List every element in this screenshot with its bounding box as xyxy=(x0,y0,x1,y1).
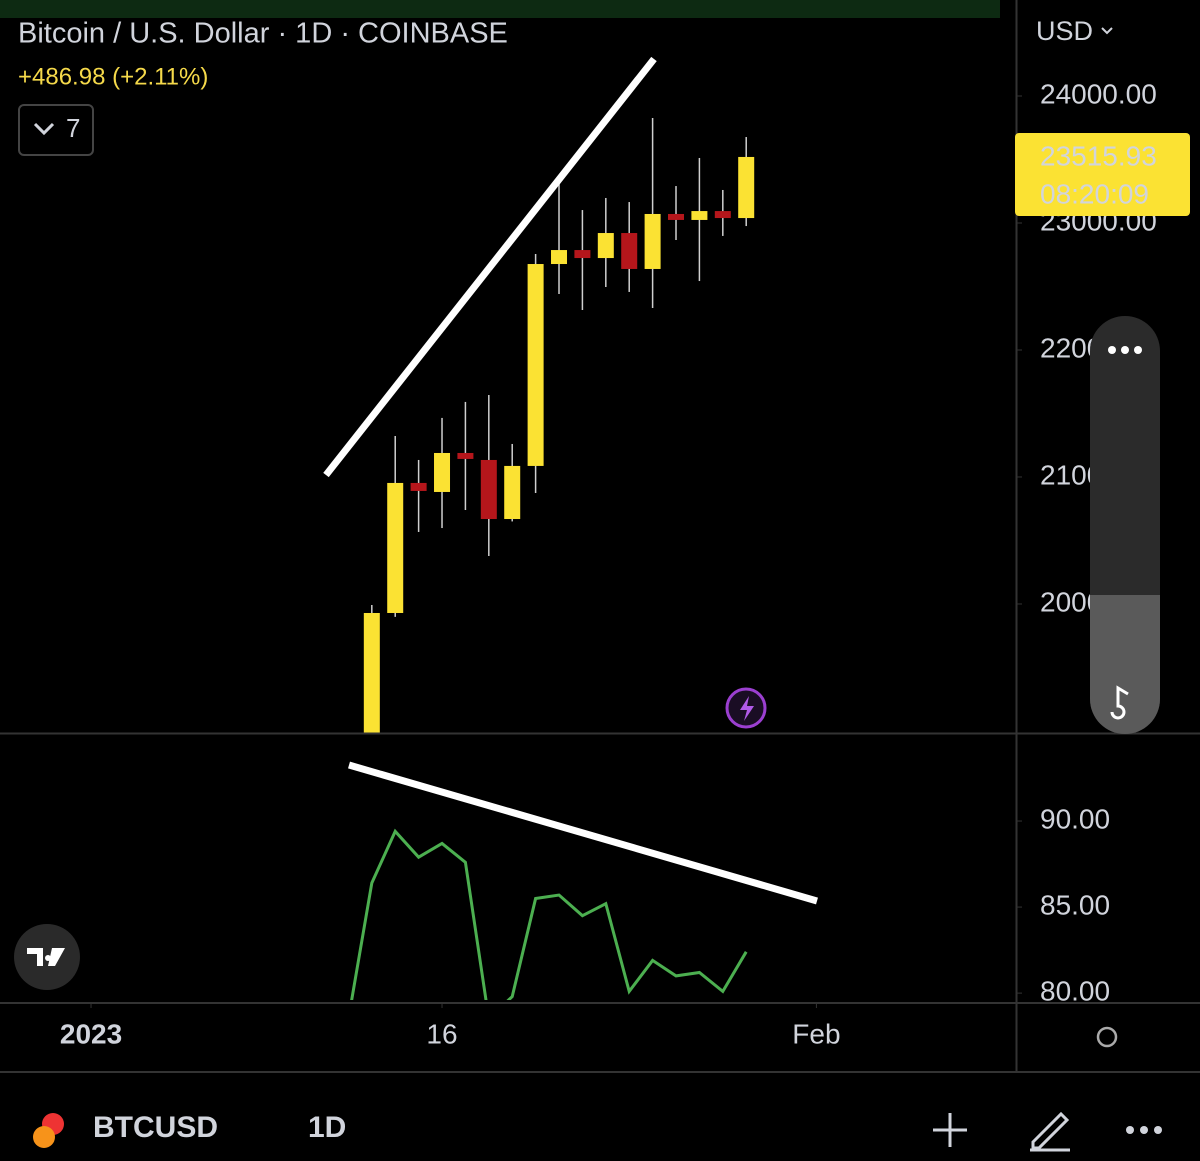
currency-chevron xyxy=(1101,27,1113,35)
floating-panel[interactable] xyxy=(1090,316,1160,734)
candle-body xyxy=(410,482,427,491)
dot xyxy=(1108,346,1116,354)
dot xyxy=(1140,1126,1148,1134)
candle-body xyxy=(527,264,544,466)
symbol[interactable]: BTCUSD xyxy=(93,1111,218,1144)
y-tick-label: 80.00 xyxy=(1040,976,1110,1007)
sound-icon xyxy=(1110,685,1129,720)
trend-line[interactable] xyxy=(348,761,818,905)
candle-body xyxy=(691,211,708,220)
y-tick-label: 90.00 xyxy=(1040,803,1110,834)
x-tick-label: Feb xyxy=(792,1018,840,1049)
candle-body xyxy=(551,250,568,265)
y-tick-label: 24000.00 xyxy=(1040,78,1157,109)
candle-body xyxy=(738,156,755,219)
price-change: +486.98 (+2.11%) xyxy=(18,63,208,90)
indicator-pane xyxy=(350,828,748,1000)
trend-line[interactable] xyxy=(323,56,657,478)
candle-body xyxy=(597,233,614,259)
dot xyxy=(1134,346,1142,354)
settings-icon[interactable] xyxy=(1096,1026,1118,1048)
x-tick-label: 2023 xyxy=(60,1018,122,1049)
candle-body xyxy=(363,612,380,733)
last-price-badge: 23515.93 08:20:09 xyxy=(1015,133,1190,216)
countdown: 08:20:09 xyxy=(1040,178,1149,209)
candle-body xyxy=(457,452,474,459)
candle-body xyxy=(387,482,404,613)
indicators-toggle[interactable] xyxy=(18,104,94,156)
indicator-line xyxy=(350,828,748,1000)
candle-body xyxy=(714,211,731,219)
y-tick-label: 85.00 xyxy=(1040,889,1110,920)
draw-button[interactable] xyxy=(1030,1111,1070,1152)
indicators-count: 7 xyxy=(66,113,80,143)
chart-title: Bitcoin / U.S. Dollar · 1D · COINBASE xyxy=(18,18,508,50)
badge-bg xyxy=(1015,133,1190,216)
last-price: 23515.93 xyxy=(1040,140,1157,171)
dot xyxy=(1121,346,1129,354)
add-button[interactable] xyxy=(933,1113,967,1147)
tv-logo-dot xyxy=(45,955,51,961)
candle-body xyxy=(480,459,497,520)
candle-body xyxy=(668,213,685,220)
x-tick-label: 16 xyxy=(426,1018,457,1049)
panel-lower xyxy=(1090,595,1160,734)
candle-body xyxy=(621,233,638,269)
more-button[interactable] xyxy=(1126,1126,1162,1134)
lightning-icon xyxy=(740,696,754,721)
candle-body xyxy=(434,452,451,492)
btc-icon xyxy=(33,1126,55,1148)
currency-label[interactable]: USD xyxy=(1036,16,1093,46)
candle-body xyxy=(504,465,521,520)
price-pane xyxy=(363,117,755,733)
dot xyxy=(1126,1126,1134,1134)
tv-logo-mark xyxy=(27,948,65,966)
interval[interactable]: 1D xyxy=(308,1111,346,1144)
chevron-icon xyxy=(33,122,55,136)
dot xyxy=(1154,1126,1162,1134)
candle-body xyxy=(644,213,661,269)
candle-body xyxy=(574,250,591,259)
status-strip xyxy=(0,0,1000,18)
